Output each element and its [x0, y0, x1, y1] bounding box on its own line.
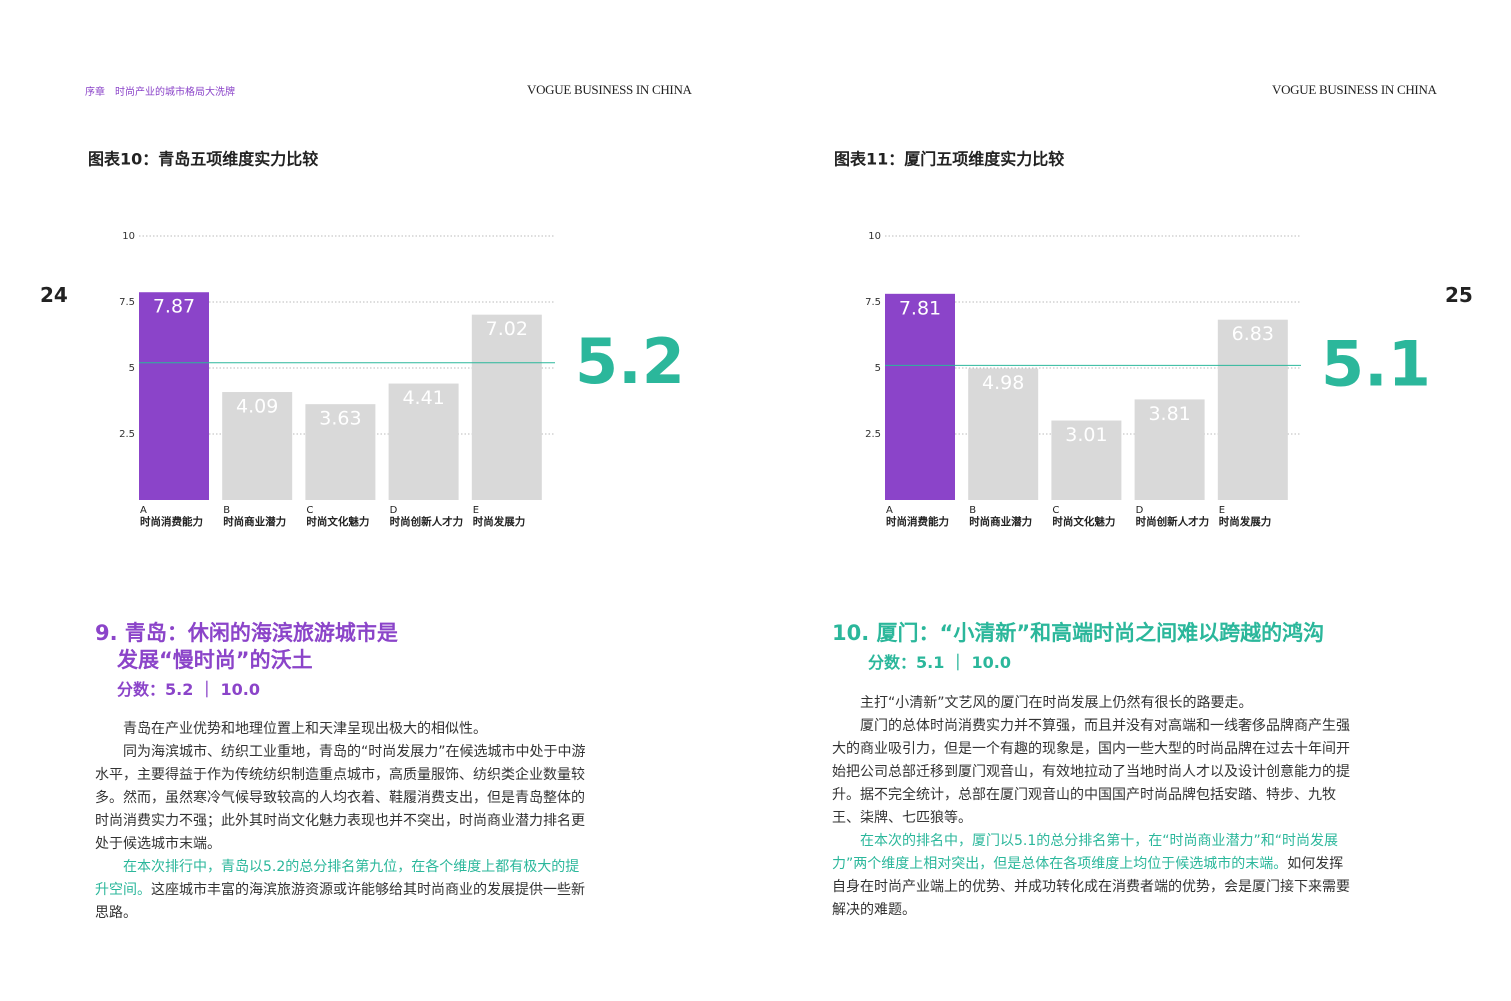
section-body: 青岛在产业优势和地理位置上和天津呈现出极大的相似性。同为海滨城市、纺织工业重地，…: [95, 718, 590, 925]
y-tick-label: 5: [129, 363, 135, 374]
data-label: 7.87: [153, 296, 195, 318]
bar: [1134, 399, 1205, 500]
average-label: 5.1: [1321, 327, 1431, 400]
data-label: 4.09: [236, 396, 278, 418]
data-label: 3.63: [319, 408, 361, 430]
paragraph: 厦门的总体时尚消费实力并不算强，而且并没有对高端和一线奢侈品牌商产生强大的商业吸…: [832, 715, 1354, 830]
paragraph: 同为海滨城市、纺织工业重地，青岛的“时尚发展力”在候选城市中处于中游水平，主要得…: [95, 741, 590, 856]
section: 9. 青岛：休闲的海滨旅游城市是发展“慢时尚”的沃土分数：5.2 ｜ 10.0 青…: [95, 620, 590, 921]
bar: [1051, 420, 1122, 500]
y-tick-label: 7.5: [865, 297, 881, 308]
body-text: 这座城市丰富的海滨旅游资源或许能够给其时尚商业的发展提供一些新思路。: [95, 882, 585, 921]
y-tick-label: 5: [875, 363, 881, 374]
category-name: 时尚商业潜力: [223, 515, 286, 528]
y-tick-label: 10: [122, 231, 135, 242]
paragraph: 主打“小清新”文艺风的厦门在时尚发展上仍然有很长的路要走。: [832, 692, 1354, 715]
y-tick-label: 10: [868, 231, 881, 242]
category-name: 时尚商业潜力: [969, 515, 1032, 528]
category-letter: A: [886, 505, 893, 516]
section-heading: 10. 厦门：“小清新”和高端时尚之间难以跨越的鸿沟分数：5.1 ｜ 10.0: [832, 620, 1354, 673]
category-letter: E: [1219, 505, 1225, 516]
page-number: 25: [1445, 283, 1473, 307]
section-title: 发展“慢时尚”的沃土: [117, 648, 313, 672]
category-name: 时尚消费能力: [140, 515, 203, 528]
bar: [471, 314, 542, 500]
bar: [1217, 319, 1288, 500]
category-letter: C: [306, 505, 313, 516]
body-text: 青岛在产业优势和地理位置上和天津呈现出极大的相似性。: [123, 721, 487, 737]
section: 序章: [85, 87, 105, 98]
chart-title: 图表10：青岛五项维度实力比较: [88, 150, 318, 169]
header-section: 序章 时尚产业的城市格局大洗牌: [85, 83, 235, 98]
paragraph: 在本次排行中，青岛以5.2的总分排名第九位，在各个维度上都有极大的提升空间。这座…: [95, 856, 590, 925]
score: 分数：5.2 ｜ 10.0: [117, 680, 260, 699]
category-letter: B: [969, 505, 976, 516]
paragraph: 青岛在产业优势和地理位置上和天津呈现出极大的相似性。: [95, 718, 590, 741]
category-name: 时尚文化魅力: [1052, 515, 1115, 528]
category-name: 时尚创新人才力: [1136, 515, 1210, 528]
bar: [139, 292, 209, 500]
section-heading: 9. 青岛：休闲的海滨旅游城市是发展“慢时尚”的沃土分数：5.2 ｜ 10.0: [95, 620, 590, 700]
body-text: 如何发挥自身在时尚产业端上的优势、并成功转化成在消费者端的优势，会是厦门接下来需…: [832, 856, 1350, 918]
bar: [885, 293, 955, 500]
category-name: 时尚消费能力: [886, 515, 949, 528]
category-letter: B: [223, 505, 230, 516]
data-label: 7.02: [486, 318, 528, 340]
category-name: 时尚发展力: [473, 515, 526, 528]
category-name: 时尚文化魅力: [306, 515, 369, 528]
body-text: 主打“小清新”文艺风的厦门在时尚发展上仍然有很长的路要走。: [860, 695, 1253, 711]
data-label: 6.83: [1232, 323, 1274, 345]
category-name: 时尚创新人才力: [390, 515, 464, 528]
body-text: 厦门的总体时尚消费实力并不算强，而且并没有对高端和一线奢侈品牌商产生强大的商业吸…: [832, 718, 1350, 826]
score: 分数：5.1 ｜ 10.0: [868, 653, 1011, 672]
data-label: 3.01: [1065, 424, 1107, 446]
brand: VOGUE BUSINESS IN CHINA: [1272, 82, 1437, 97]
y-tick-label: 2.5: [865, 429, 881, 440]
y-tick-label: 7.5: [119, 297, 135, 308]
section-title: 9. 青岛：休闲的海滨旅游城市是: [95, 621, 398, 645]
brand: VOGUE BUSINESS IN CHINA: [527, 82, 692, 97]
category-letter: A: [140, 505, 147, 516]
highlight-text: 在本次的排名中，厦门以5.1的总分排名第十，在“时尚商业潜力”和“时尚发展力”两…: [832, 833, 1339, 872]
bar: [968, 368, 1039, 500]
data-label: 4.41: [402, 387, 444, 409]
section: 10. 厦门：“小清新”和高端时尚之间难以跨越的鸿沟分数：5.1 ｜ 10.0 主…: [832, 620, 1354, 918]
bar: [388, 383, 459, 500]
bar: [222, 392, 293, 500]
page-number: 24: [40, 283, 68, 307]
bar: [305, 404, 376, 500]
category-name: 时尚发展力: [1219, 515, 1272, 528]
y-tick-label: 2.5: [119, 429, 135, 440]
body-text: 同为海滨城市、纺织工业重地，青岛的“时尚发展力”在候选城市中处于中游水平，主要得…: [95, 744, 586, 852]
data-label: 7.81: [899, 297, 941, 319]
average-label: 5.2: [575, 325, 685, 398]
highlight-text: 在本次排行中，青岛以5.2的总分排名第九位，在各个维度上都有极大的提升空间。: [95, 859, 580, 898]
data-label: 3.81: [1148, 403, 1190, 425]
chart-title: 图表11：厦门五项维度实力比较: [834, 150, 1064, 169]
category-letter: D: [1136, 505, 1144, 516]
category-letter: E: [473, 505, 479, 516]
section-body: 主打“小清新”文艺风的厦门在时尚发展上仍然有很长的路要走。厦门的总体时尚消费实力…: [832, 692, 1354, 922]
category-letter: C: [1052, 505, 1059, 516]
section-title: 10. 厦门：“小清新”和高端时尚之间难以跨越的鸿沟: [832, 621, 1325, 645]
category-letter: D: [390, 505, 398, 516]
section-title: 时尚产业的城市格局大洗牌: [115, 87, 235, 98]
paragraph: 在本次的排名中，厦门以5.1的总分排名第十，在“时尚商业潜力”和“时尚发展力”两…: [832, 830, 1354, 922]
data-label: 4.98: [982, 372, 1024, 394]
